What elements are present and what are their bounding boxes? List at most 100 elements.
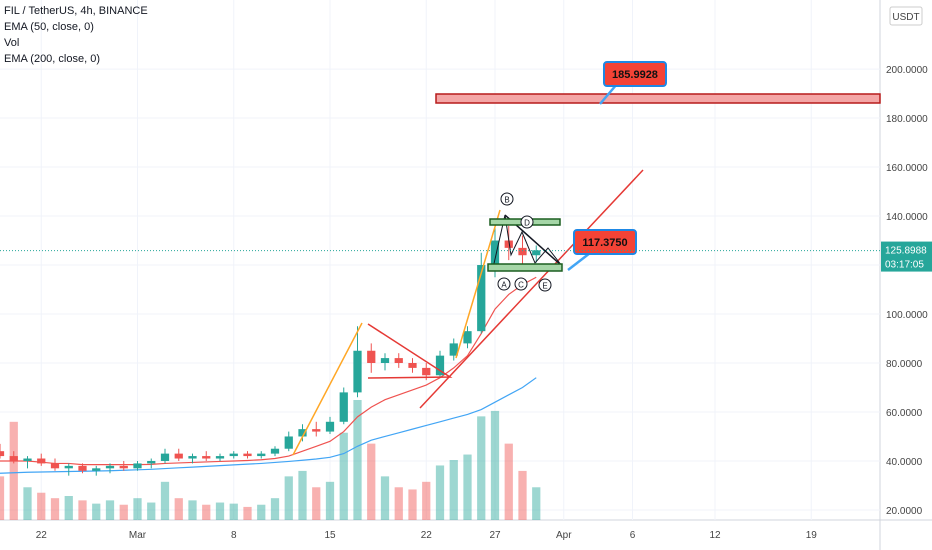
candle-body [119, 465, 128, 469]
pattern-points: A B C D E [497, 192, 552, 292]
volume-bar [243, 506, 252, 520]
x-tick-label: 22 [421, 530, 433, 541]
candle-body [50, 463, 60, 469]
trend-arrow [455, 209, 501, 359]
volume-bar [380, 476, 390, 520]
y-tick-label: 80.0000 [886, 359, 923, 370]
candle-body [23, 458, 32, 461]
indicator: EMA (200, close, 0) [4, 53, 100, 65]
volume-bar [257, 504, 266, 520]
x-tick-label: 19 [806, 530, 818, 541]
currency-box[interactable] [889, 6, 923, 26]
volume-bar [449, 460, 458, 520]
y-tick-label: 180.0000 [886, 114, 928, 125]
candle-body [174, 453, 183, 459]
volume-bar [312, 487, 321, 520]
volume-bar [119, 504, 128, 520]
volume-bar [78, 500, 87, 520]
indicator: Vol [4, 37, 19, 49]
volume-bar [92, 503, 101, 520]
candle-body [188, 456, 197, 459]
candle-body [449, 343, 458, 356]
volume-bar [490, 410, 500, 520]
axes: 20.000040.000060.000080.0000100.0000120.… [0, 65, 932, 541]
callout-arrow [599, 83, 618, 105]
candle-body [202, 456, 211, 459]
indicator: EMA (50, close, 0) [4, 21, 94, 33]
volume-bar [504, 443, 513, 520]
candle-body [92, 468, 101, 471]
volume-bar [229, 503, 238, 520]
pattern-marker [500, 192, 514, 206]
candle-body [422, 367, 431, 376]
candle-body [160, 453, 170, 461]
volume-bar [202, 504, 211, 520]
callout-text: 117.3750 [582, 237, 627, 249]
volume-bar [353, 400, 362, 520]
x-tick-label: Mar [129, 530, 147, 541]
volume-bar [37, 492, 46, 520]
candle-body [37, 458, 46, 464]
pattern-label: A [501, 281, 507, 290]
candle-body [133, 463, 142, 469]
volume-bar [133, 498, 142, 520]
candle-body [394, 358, 403, 363]
candle-body [9, 456, 18, 461]
candle-body [477, 265, 486, 332]
volume-bar [105, 500, 115, 520]
candle-body [312, 429, 321, 432]
volume-bar [339, 432, 348, 520]
pattern-label: C [518, 281, 524, 290]
volume-bar [477, 416, 486, 520]
x-tick-label: 27 [489, 530, 501, 541]
x-tick-label: 8 [231, 530, 237, 541]
candle-body [284, 436, 293, 449]
volume-bar [435, 465, 445, 520]
volume-bar [147, 502, 156, 520]
volume-bar [284, 476, 293, 520]
countdown: 03:17:05 [885, 260, 924, 271]
candle-body [435, 355, 445, 376]
pattern-label: B [504, 196, 509, 205]
volume-bar [215, 502, 225, 520]
candle-body [367, 350, 376, 363]
y-tick-label: 140.0000 [886, 212, 928, 223]
volume-bar [325, 481, 335, 520]
currency[interactable]: USDT [892, 12, 919, 23]
candle-body [229, 453, 238, 457]
candle-body [380, 358, 390, 363]
x-tick-label: 15 [324, 530, 336, 541]
volume-bar [422, 481, 431, 520]
candle-body [463, 331, 472, 344]
candle-body [105, 465, 115, 469]
candle-body [78, 465, 87, 471]
candle-body [518, 247, 527, 256]
volume-bar [0, 476, 5, 520]
candle-body [64, 465, 73, 469]
candle-body [325, 421, 335, 432]
volume-bar [188, 500, 197, 520]
y-tick-label: 200.0000 [886, 65, 928, 76]
pattern-marker [538, 278, 552, 292]
pattern-label: E [542, 282, 547, 291]
volume-bar [174, 498, 183, 520]
legend: FIL / TetherUS, 4h, BINANCE EMA (50, clo… [4, 5, 148, 65]
candle-body [353, 350, 362, 393]
volume-pane [0, 400, 541, 520]
volume-bar [408, 489, 417, 520]
candles [0, 220, 541, 476]
trendline [419, 169, 644, 409]
volume-bar [50, 498, 60, 520]
y-tick-label: 40.0000 [886, 457, 923, 468]
candle-body [490, 240, 500, 266]
x-tick-label: Apr [556, 530, 572, 541]
x-tick-label: 12 [709, 530, 721, 541]
y-tick-label: 100.0000 [886, 310, 928, 321]
candle-body [243, 453, 252, 457]
candle-body [147, 460, 156, 464]
target-zone [435, 93, 881, 104]
pattern-marker [514, 277, 528, 291]
ema-lines [0, 276, 537, 474]
